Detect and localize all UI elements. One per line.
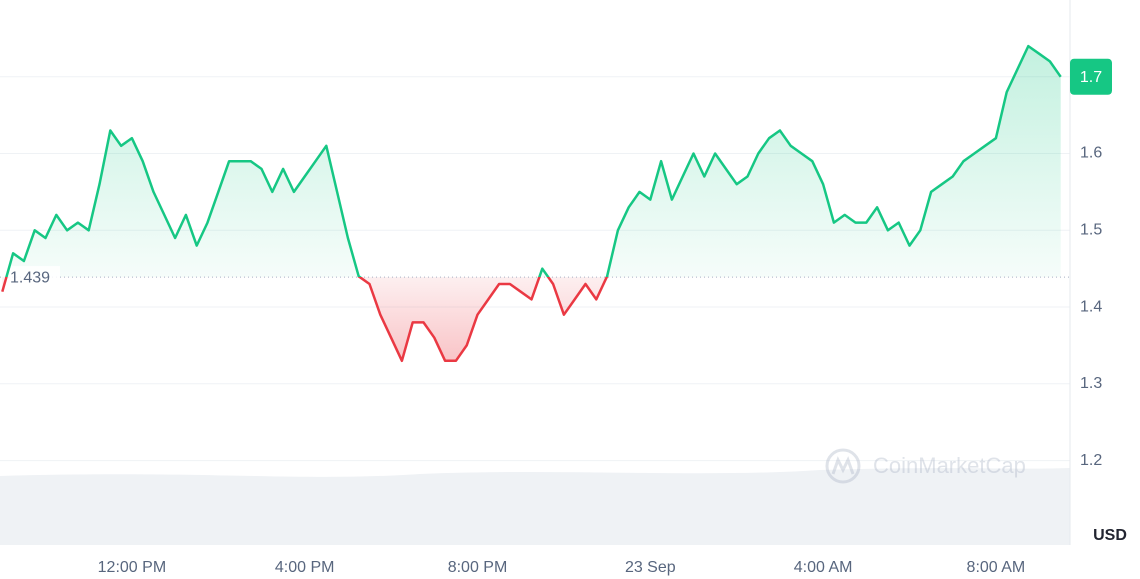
watermark-text: CoinMarketCap xyxy=(873,453,1026,478)
unit-label: USD xyxy=(1093,527,1127,544)
y-tick-label: 1.3 xyxy=(1080,375,1102,392)
x-tick-label: 23 Sep xyxy=(625,559,676,576)
y-tick-label: 1.6 xyxy=(1080,145,1102,162)
x-tick-label: 8:00 AM xyxy=(967,559,1026,576)
y-tick-label: 1.4 xyxy=(1080,298,1102,315)
area xyxy=(2,46,1061,361)
x-tick-label: 12:00 PM xyxy=(98,559,166,576)
y-tick-label: 1.5 xyxy=(1080,222,1102,239)
price-line xyxy=(1,44,1062,363)
y-tick-label: 1.2 xyxy=(1080,452,1102,469)
current-price-badge xyxy=(1070,58,1112,95)
x-tick-label: 4:00 PM xyxy=(275,559,335,576)
baseline-label-bg xyxy=(4,266,60,289)
watermark: CoinMarketCap xyxy=(825,448,1026,484)
volume-band xyxy=(0,468,1070,545)
current-price-label: 1.7 xyxy=(1080,69,1102,86)
baseline-label: 1.439 xyxy=(10,269,50,286)
x-tick-label: 4:00 AM xyxy=(794,559,853,576)
x-tick-label: 8:00 PM xyxy=(448,559,508,576)
